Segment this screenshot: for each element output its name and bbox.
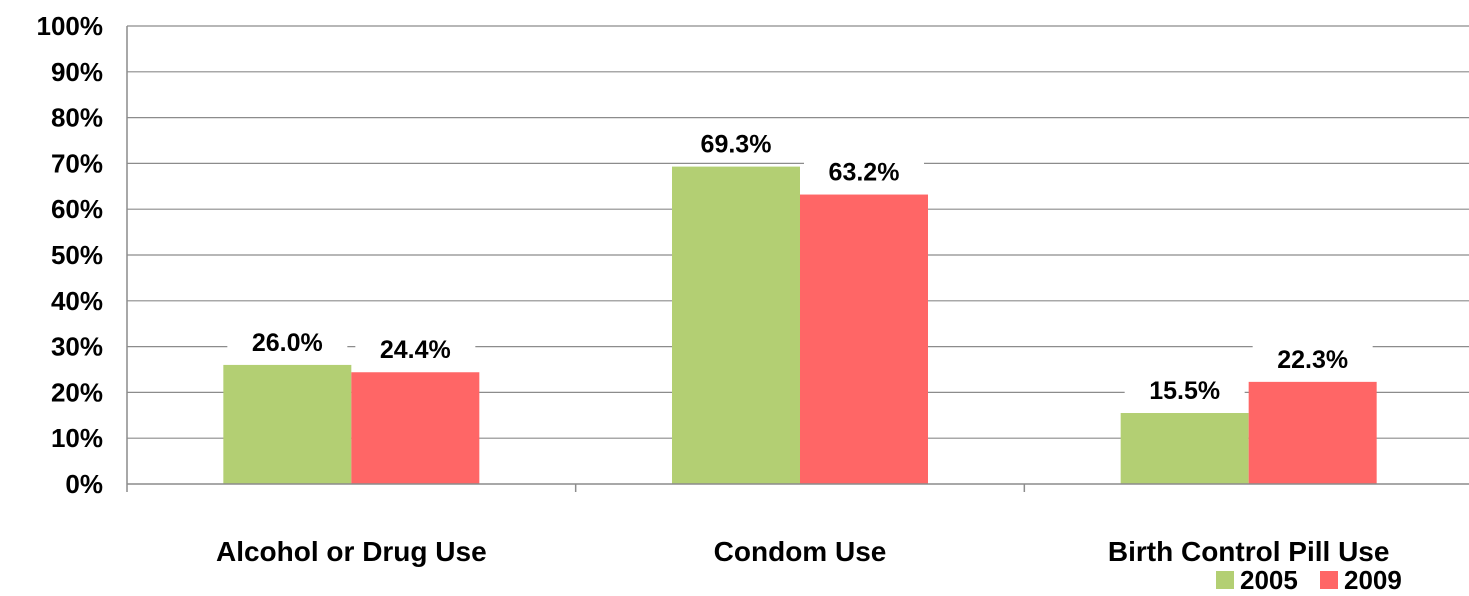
legend-swatch-2009 <box>1320 571 1338 589</box>
legend: 2005 2009 <box>1216 565 1402 595</box>
data-label: 22.3% <box>1277 346 1348 374</box>
legend-label-2009: 2009 <box>1344 565 1402 595</box>
data-label-background <box>1124 375 1245 408</box>
y-tick-label: 30% <box>51 332 103 362</box>
y-axis-tick-labels: 0% 10% 20% 30% 40% 50% 60% 70% 80% 90% 100% <box>37 11 104 499</box>
axes <box>126 26 1469 492</box>
data-label: 26.0% <box>252 329 323 357</box>
bar-2005-0 <box>223 364 352 484</box>
y-tick-label: 0% <box>65 469 103 499</box>
y-tick-label: 10% <box>51 423 103 453</box>
y-tick-label: 80% <box>51 103 103 133</box>
y-tick-label: 100% <box>37 11 104 41</box>
data-label: 15.5% <box>1149 377 1220 405</box>
y-tick-label: 70% <box>51 148 103 178</box>
bar-2009-1 <box>800 194 928 484</box>
data-label-background <box>676 128 796 161</box>
category-label: Alcohol or Drug Use <box>216 536 487 567</box>
category-label: Birth Control Pill Use <box>1108 536 1390 567</box>
data-label: 24.4% <box>380 336 451 364</box>
data-labels: 26.0% 24.4% 69.3% 63.2% 15.5% 22.3% <box>227 128 1373 408</box>
bars <box>223 166 1377 484</box>
y-tick-label: 50% <box>51 240 103 270</box>
y-tick-label: 90% <box>51 57 103 87</box>
data-label: 63.2% <box>829 159 900 187</box>
bar-2005-1 <box>672 166 800 484</box>
data-label-background <box>804 156 924 189</box>
data-label: 69.3% <box>701 131 772 159</box>
y-tick-label: 60% <box>51 194 103 224</box>
data-label-background <box>355 334 476 367</box>
bar-2005-2 <box>1120 413 1249 484</box>
category-label: Condom Use <box>714 536 887 567</box>
y-tick-label: 20% <box>51 377 103 407</box>
y-tick-label: 40% <box>51 286 103 316</box>
bar-2009-0 <box>351 372 480 484</box>
data-label-background <box>227 326 348 359</box>
category-labels: Alcohol or Drug Use Condom Use Birth Contr… <box>216 536 1389 567</box>
data-label-background <box>1252 343 1373 376</box>
legend-swatch-2005 <box>1216 571 1234 589</box>
bar-2009-2 <box>1248 381 1377 484</box>
legend-label-2005: 2005 <box>1240 565 1298 595</box>
